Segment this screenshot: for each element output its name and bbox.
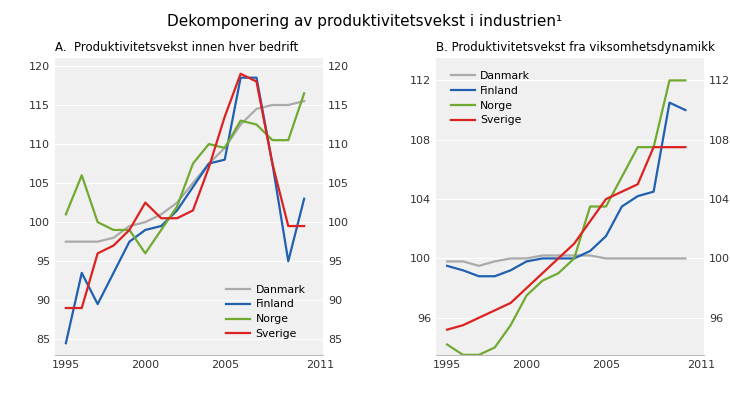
Text: A.  Produktivitetsvekst innen hver bedrift: A. Produktivitetsvekst innen hver bedrif… [55, 41, 298, 54]
Text: Dekomponering av produktivitetsvekst i industrien¹: Dekomponering av produktivitetsvekst i i… [167, 14, 563, 29]
Legend: Danmark, Finland, Norge, Sverige: Danmark, Finland, Norge, Sverige [447, 67, 534, 130]
Legend: Danmark, Finland, Norge, Sverige: Danmark, Finland, Norge, Sverige [222, 280, 310, 344]
Text: B. Produktivitetsvekst fra viksomhetsdynamikk: B. Produktivitetsvekst fra viksomhetsdyn… [436, 41, 715, 54]
